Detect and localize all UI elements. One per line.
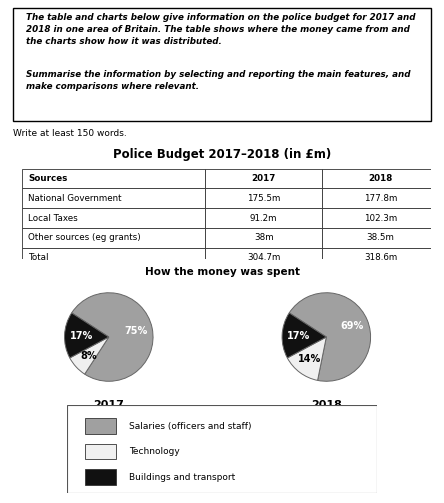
Bar	[85, 469, 116, 485]
Text: 318.6m: 318.6m	[364, 253, 397, 262]
Bar	[322, 208, 439, 228]
Bar	[205, 228, 322, 248]
Text: National Government: National Government	[28, 194, 121, 203]
Wedge shape	[289, 293, 371, 381]
Bar	[22, 228, 205, 248]
Bar	[205, 188, 322, 208]
Text: 69%: 69%	[340, 321, 363, 331]
Bar	[322, 169, 439, 188]
Text: 177.8m: 177.8m	[364, 194, 397, 203]
Text: Other sources (eg grants): Other sources (eg grants)	[28, 233, 141, 242]
Text: Technology: Technology	[129, 447, 179, 456]
Bar	[322, 188, 439, 208]
Bar	[22, 169, 205, 188]
Text: How the money was spent: How the money was spent	[144, 267, 300, 277]
Bar	[22, 208, 205, 228]
Text: 75%: 75%	[124, 326, 147, 337]
Text: 17%: 17%	[70, 331, 93, 341]
Text: Salaries (officers and staff): Salaries (officers and staff)	[129, 422, 251, 431]
Text: 102.3m: 102.3m	[364, 213, 397, 222]
Text: Total: Total	[28, 253, 48, 262]
Wedge shape	[282, 313, 326, 358]
Wedge shape	[287, 337, 326, 380]
Text: 8%: 8%	[80, 351, 97, 361]
Bar	[205, 169, 322, 188]
Text: The table and charts below give information on the police budget for 2017 and
20: The table and charts below give informat…	[26, 13, 415, 46]
Bar	[205, 208, 322, 228]
Text: 14%: 14%	[298, 354, 321, 364]
Bar	[22, 188, 205, 208]
Text: 17%: 17%	[287, 331, 310, 341]
Text: Local Taxes: Local Taxes	[28, 213, 78, 222]
Text: 2017: 2017	[93, 400, 124, 410]
Text: 2018: 2018	[369, 174, 393, 183]
Text: Buildings and transport: Buildings and transport	[129, 473, 235, 481]
Bar	[85, 418, 116, 434]
Wedge shape	[71, 293, 153, 381]
Text: 304.7m: 304.7m	[247, 253, 281, 262]
Text: Sources: Sources	[28, 174, 67, 183]
Text: 38.5m: 38.5m	[367, 233, 395, 242]
Wedge shape	[64, 313, 109, 358]
Text: 38m: 38m	[254, 233, 274, 242]
Text: Summarise the information by selecting and reporting the main features, and
make: Summarise the information by selecting a…	[26, 70, 410, 91]
Text: 175.5m: 175.5m	[247, 194, 281, 203]
Text: Police Budget 2017–2018 (in £m): Police Budget 2017–2018 (in £m)	[113, 148, 331, 161]
Text: 2017: 2017	[252, 174, 276, 183]
Text: 2018: 2018	[311, 400, 342, 410]
Bar	[322, 248, 439, 268]
Text: Write at least 150 words.: Write at least 150 words.	[13, 129, 127, 138]
Wedge shape	[70, 337, 109, 374]
Text: 91.2m: 91.2m	[250, 213, 278, 222]
Bar	[322, 228, 439, 248]
Bar	[205, 248, 322, 268]
Bar	[22, 248, 205, 268]
Bar	[85, 444, 116, 460]
